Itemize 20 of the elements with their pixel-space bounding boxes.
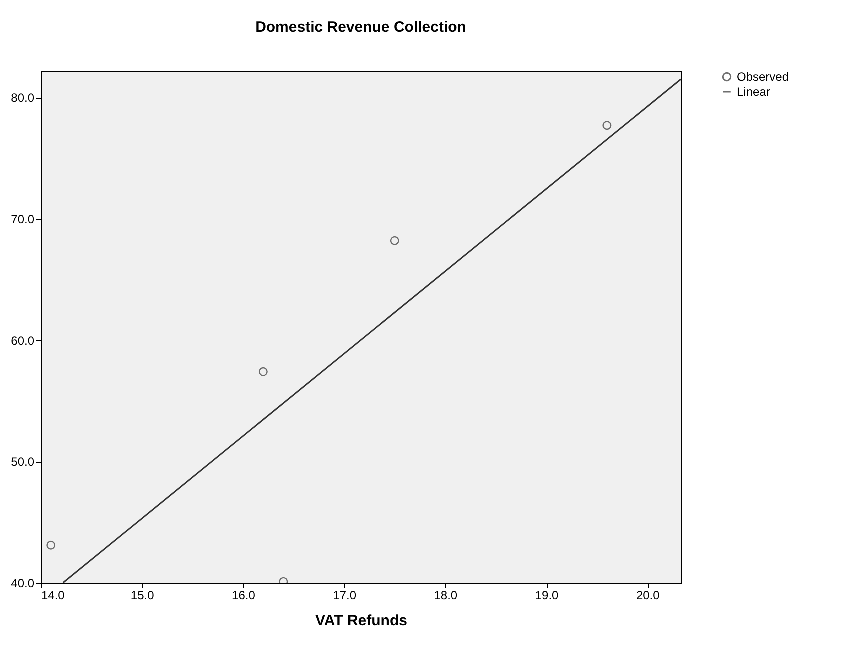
point [258,367,268,376]
x-tick-label: 14.0 [42,588,66,602]
legend-label: Linear [737,85,770,99]
point [46,540,56,550]
chart-title: Domestic Revenue Collection [256,19,466,36]
y-tick-label: 60.0 [11,334,35,348]
x-tick-label: 16.0 [232,588,256,602]
x-tick-label: 18.0 [434,588,458,602]
point [390,236,400,246]
y-tick-label: 40.0 [11,576,35,590]
y-tick-label: 70.0 [11,212,35,227]
y-tick-label: 80.0 [11,91,35,106]
legend-label: Observed [737,70,790,84]
x-tick-label: 17.0 [333,588,357,602]
x-tick-label: 15.0 [130,588,155,602]
point [602,121,612,130]
x-tick-label: 20.0 [636,588,660,602]
y-tick-label: 50.0 [11,455,35,470]
x-axis-title: VAT Refunds [316,612,408,630]
x-tick-label: 19.0 [535,588,560,602]
